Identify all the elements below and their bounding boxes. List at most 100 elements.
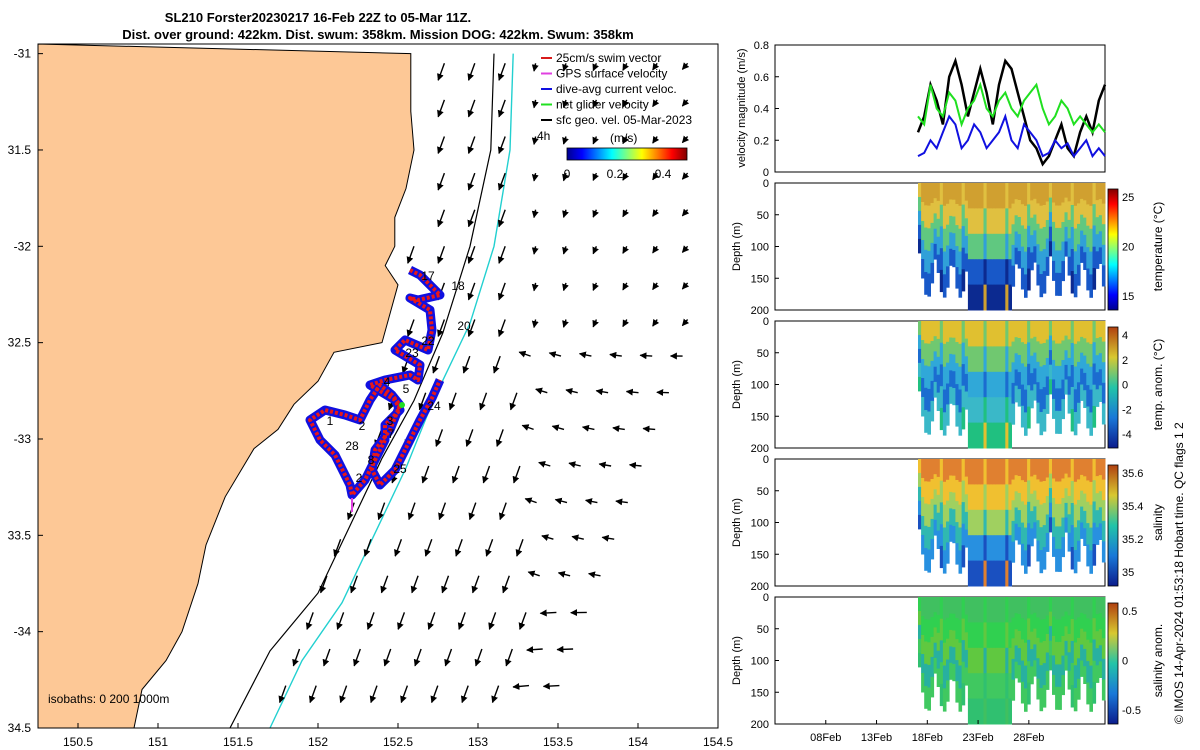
velocity-arrow [468,502,477,521]
section-cell [939,480,944,503]
velocity-series-line [917,81,1106,134]
section-cell [1030,390,1034,409]
section-cell [1080,459,1084,476]
velocity-arrow [444,648,453,667]
section-cell [946,680,950,702]
section-cell [1042,597,1047,620]
section-cell [924,686,928,709]
section-cell [1039,481,1044,505]
colorbar-tick: 0.2 [607,167,624,181]
section-cell [1064,379,1069,395]
section-cell [1052,655,1056,676]
section-cell [946,500,950,522]
section-cell [977,346,981,373]
section-cell [1052,340,1056,361]
section-cell [989,233,994,260]
section-cell [1014,661,1019,679]
section-cell [1005,284,1009,311]
section-cell [1055,321,1059,344]
section-cell [927,619,931,643]
section-cell [1064,640,1069,656]
isobaths-label: isobaths: 0 200 1000m [48,692,169,706]
velocity-arrow [339,685,348,704]
section-cell [946,245,950,267]
velocity-arrow [457,612,466,630]
section-cell [986,346,991,373]
section-cell [936,632,941,652]
section-cell [921,359,925,379]
track-label: 20 [457,319,471,333]
section-cell [964,511,969,530]
section-cell [1073,274,1078,298]
section-cell [1086,225,1090,248]
section-cell [1052,241,1056,262]
section-cell [949,183,953,200]
section-cell [1083,666,1087,684]
section-cell [961,183,966,206]
velocity-arrow [562,209,569,218]
velocity-arrow [562,319,569,328]
section-cell [961,480,966,503]
section-cell [1024,597,1028,621]
section-cell [1098,629,1103,646]
section-cell [1064,183,1069,199]
section-cell [983,560,988,587]
section-cell [930,341,935,362]
velocity-arrow [652,99,660,108]
section-cell [1024,688,1028,712]
section-cell [1083,614,1087,633]
section-cell [918,624,922,640]
section-cell [1070,481,1075,504]
section-cell [939,459,944,482]
section-cell [1092,204,1097,226]
section-cell [1036,361,1040,383]
section-cell [1024,665,1028,689]
section-cell [930,518,935,540]
section-cell [967,397,972,424]
section-cell [1055,597,1059,620]
section-cell [1092,406,1097,428]
section-cell [1064,611,1069,627]
track-label: 2 [359,419,366,433]
section-cell [983,371,988,398]
section-cell [1061,616,1065,637]
section-cell [983,597,988,623]
depth-ylabel: Depth (m) [731,360,743,409]
section-cell [1048,197,1053,213]
section-cell [961,385,966,408]
section-cell [974,484,978,511]
section-cell [1058,388,1062,412]
velocity-arrow [380,575,389,594]
section-cell [1048,183,1053,199]
section-cell [977,509,981,536]
section-cell [971,560,975,587]
section-cell [977,622,981,649]
section-cell [983,422,988,449]
date-tick: 08Feb [810,732,841,744]
section-cell [992,647,997,674]
section-cell [1089,366,1093,391]
velocity-arrow [531,319,539,329]
velocity-arrow [571,534,584,542]
section-cell [1073,504,1078,528]
y-tick-label: -32 [14,239,32,253]
section-cell [1061,597,1065,617]
section-cell [1011,597,1016,619]
section-cell [1036,617,1040,639]
section-cell [999,321,1003,347]
section-cell [1005,622,1009,649]
velocity-arrow [467,63,476,81]
velocity-arrow [462,355,471,374]
colorbar-tick: 20 [1122,242,1134,254]
depth-tick: 200 [751,581,769,593]
section-cell [1008,622,1012,649]
velocity-arrow [612,425,625,433]
section-cell [921,340,925,360]
section-cell [1064,626,1069,642]
x-tick-label: 152 [308,735,328,749]
velocity-arrow [406,319,415,338]
section-cell [1011,321,1016,343]
velocity-arrow [336,612,345,630]
